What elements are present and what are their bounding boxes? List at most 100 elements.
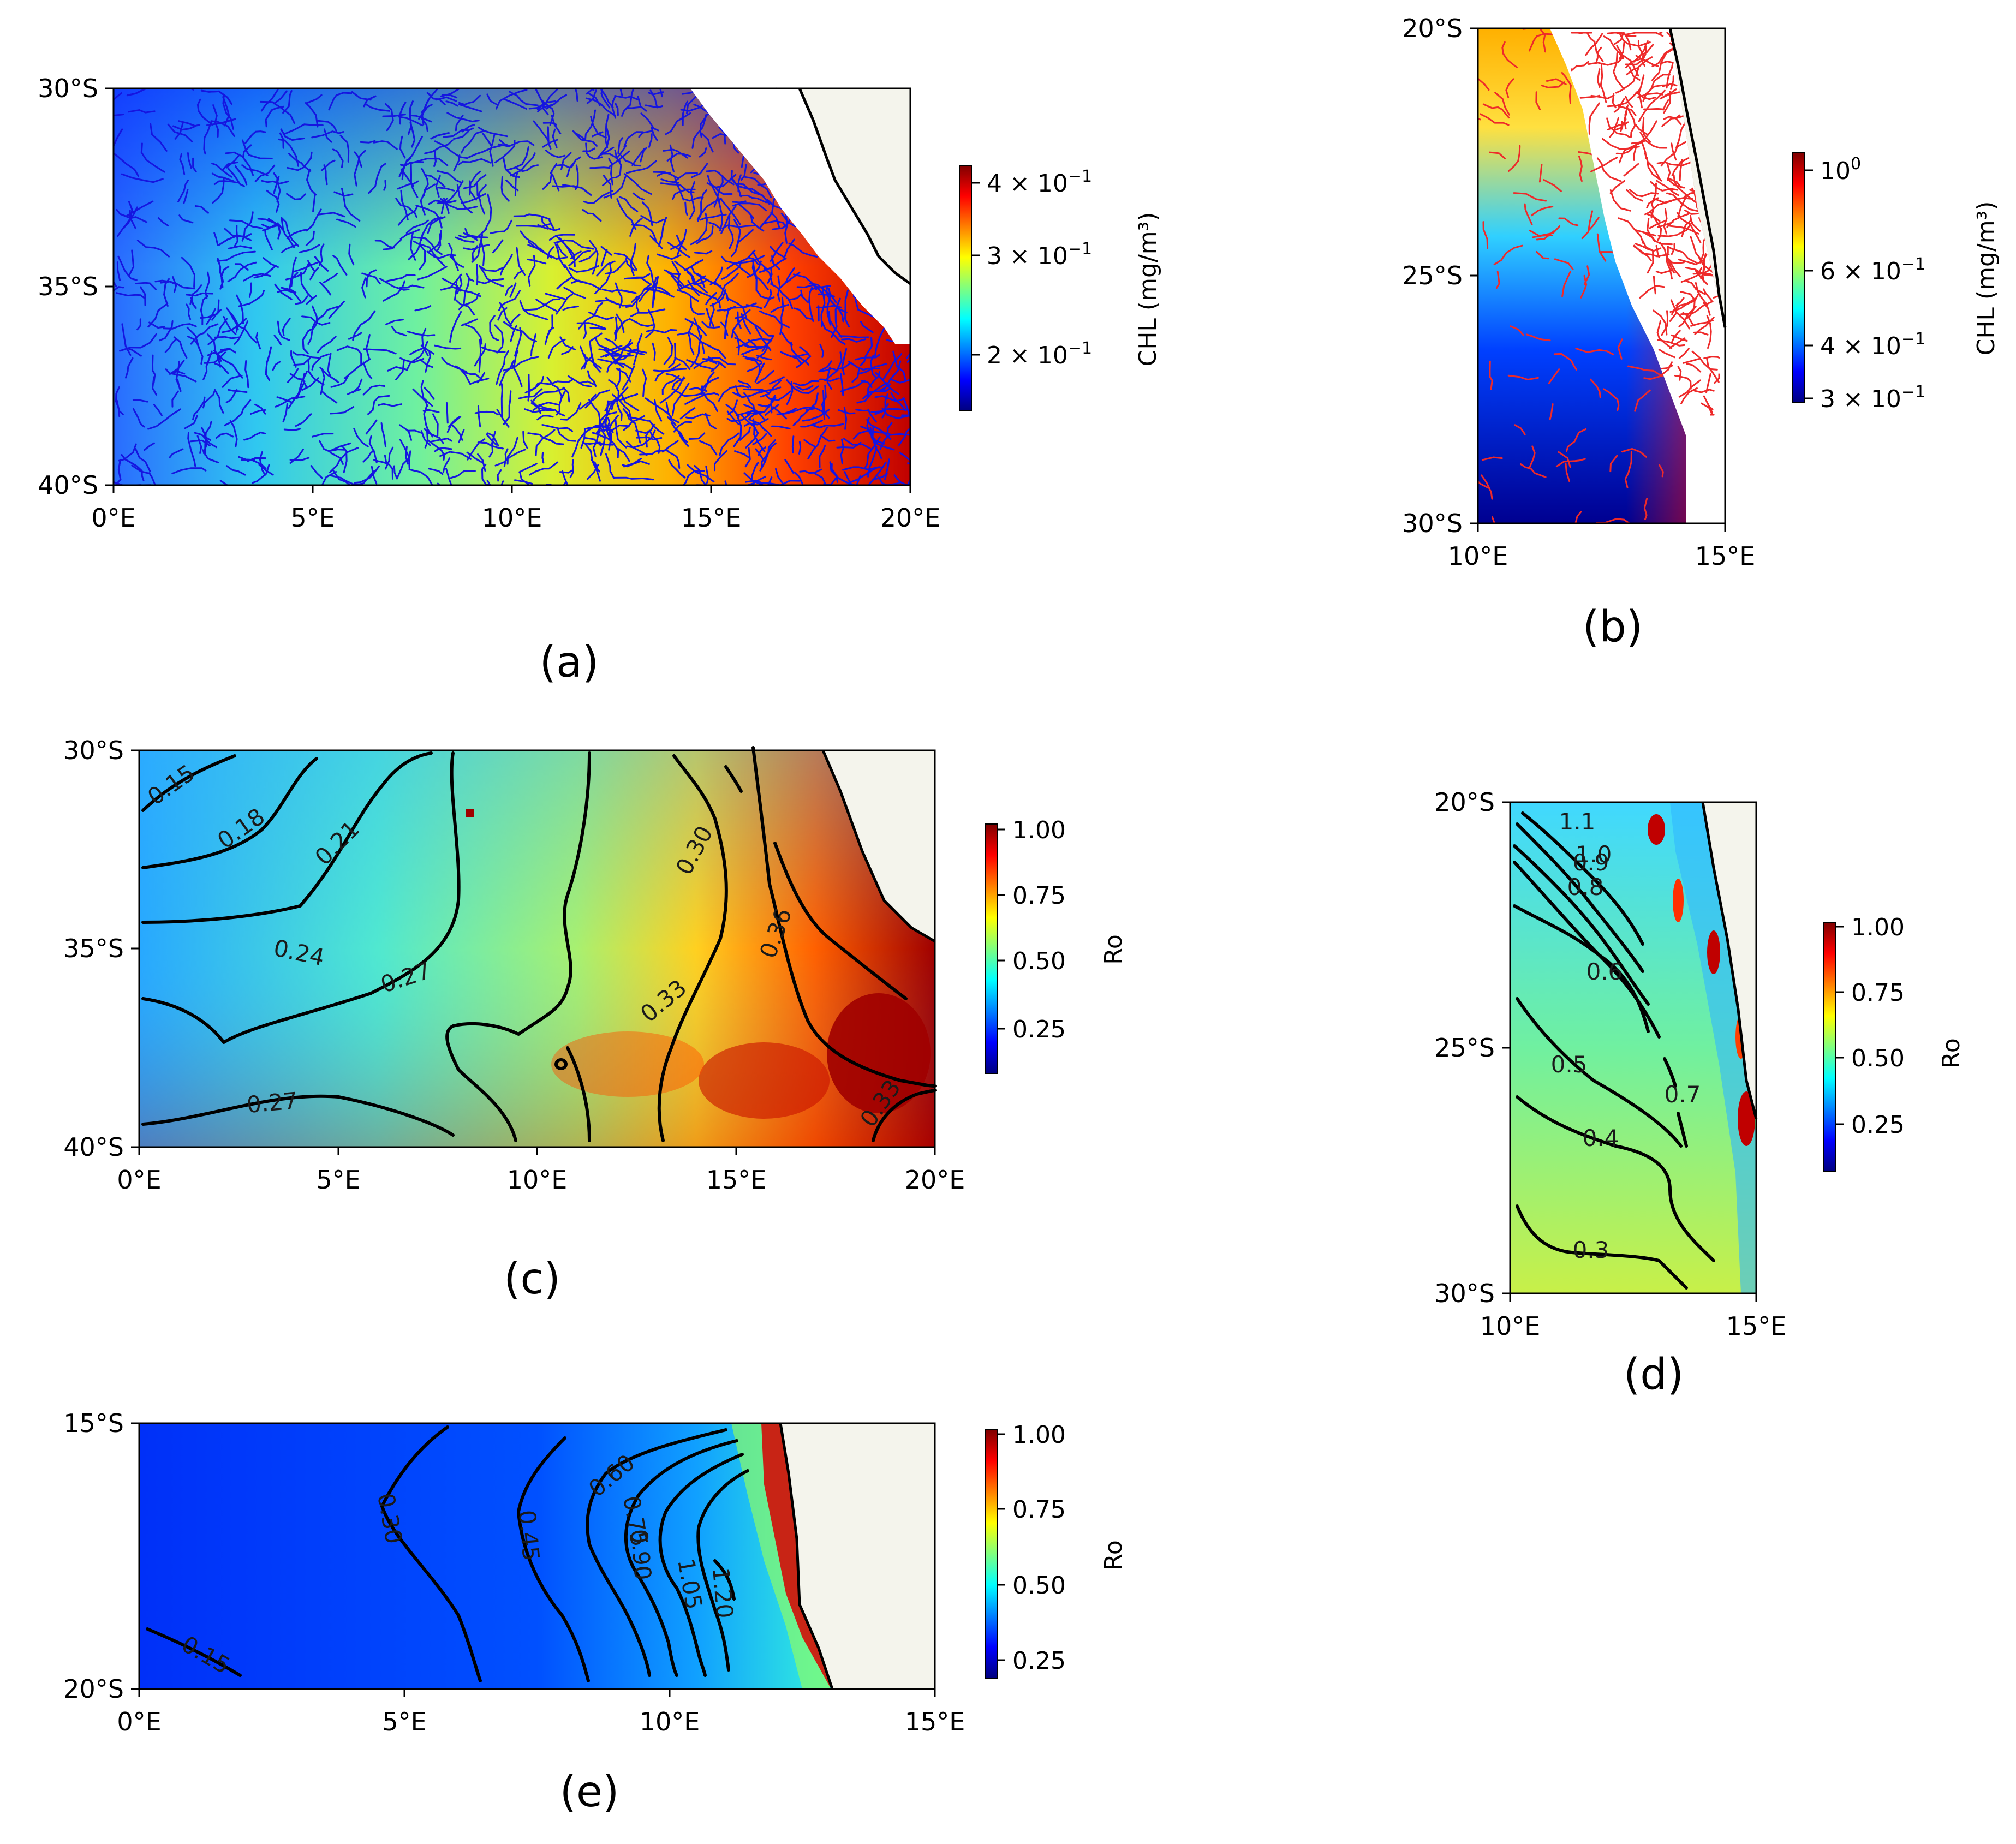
trajectory-segment <box>339 134 350 163</box>
trajectory-segment <box>476 264 479 286</box>
trajectory-segment <box>361 272 381 285</box>
trajectory-segment <box>261 180 289 185</box>
contour-line <box>141 751 433 924</box>
trajectory-segment <box>635 295 640 312</box>
trajectory-segment <box>495 89 528 110</box>
trajectory-segment <box>1659 464 1664 478</box>
trajectory-segment <box>1638 40 1649 58</box>
trajectory-segment <box>609 150 630 168</box>
trajectory-segment <box>691 115 707 149</box>
trajectory-segment <box>371 466 378 485</box>
panel-c-caption: (c) <box>504 1255 560 1304</box>
trajectory-segment <box>1619 33 1651 47</box>
trajectory-segment <box>410 232 416 261</box>
trajectory-segment <box>1675 297 1685 306</box>
trajectory-segment <box>826 288 832 326</box>
y-tick-label: 30°S <box>1434 1279 1495 1308</box>
trajectory-segment <box>672 188 696 200</box>
trajectory-segment <box>734 450 750 459</box>
trajectory-segment <box>415 205 443 229</box>
trajectory-segment <box>1690 236 1702 260</box>
contour-line <box>1513 904 1650 1033</box>
trajectory-segment <box>1671 334 1688 342</box>
trajectory-segment <box>206 118 236 126</box>
trajectory-segment <box>177 180 189 202</box>
trajectory-segment <box>588 311 614 320</box>
trajectory-segment <box>639 282 658 302</box>
x-tick: 10°E <box>482 485 542 533</box>
trajectory-segment <box>860 320 874 333</box>
trajectory-segment <box>541 216 561 231</box>
trajectory-segment <box>630 308 666 317</box>
trajectory-segment <box>244 360 249 389</box>
trajectory-segment <box>752 433 767 445</box>
trajectory-segment <box>397 180 419 190</box>
trajectory-segment <box>300 272 313 299</box>
trajectory-segment <box>1638 74 1645 109</box>
trajectory-segment <box>409 347 426 355</box>
trajectory-segment <box>434 140 469 159</box>
trajectory-segment <box>196 435 202 454</box>
trajectory-segment <box>758 386 782 394</box>
trajectory-segment <box>582 441 601 445</box>
trajectory-segment <box>612 357 624 368</box>
trajectory-segment <box>848 361 881 371</box>
trajectory-segment <box>1639 132 1668 149</box>
trajectory-segment <box>867 462 887 486</box>
contour-line <box>713 1559 736 1601</box>
trajectory-segment <box>674 260 695 285</box>
colorbar-tick-label: 2 × 10−1 <box>987 339 1092 369</box>
trajectory-segment <box>1482 103 1510 119</box>
trajectory-segment <box>435 96 457 102</box>
trajectory-segment <box>786 271 801 283</box>
trajectory-segment <box>732 202 767 212</box>
trajectory-segment <box>307 260 315 272</box>
trajectory-segment <box>498 290 521 311</box>
trajectory-segment <box>778 267 795 290</box>
colorbar-gradient <box>959 165 972 411</box>
trajectory-segment <box>1615 144 1637 155</box>
colorbar-tick: 2 × 10−1 <box>971 339 1092 369</box>
trajectory-segment <box>446 402 449 424</box>
trajectory-segment <box>386 274 416 282</box>
colorbar-tick: 0.25 <box>1836 1111 1905 1139</box>
trajectory-segment <box>467 145 502 159</box>
trajectory-segment <box>332 255 348 276</box>
trajectory-segment <box>452 130 469 140</box>
trajectory-segment <box>455 236 475 243</box>
trajectory-segment <box>1558 451 1571 468</box>
x-tick-label: 10°E <box>1448 541 1508 571</box>
panel-c-y-axis: 30°S 35°S 40°S <box>63 736 139 1162</box>
trajectory-segment <box>1519 463 1547 478</box>
trajectory-segment <box>879 433 910 450</box>
trajectory-segment <box>484 193 492 231</box>
x-tick-label: 5°E <box>382 1707 426 1736</box>
x-tick: 15°E <box>1695 523 1755 571</box>
trajectory-segment <box>821 320 846 345</box>
trajectory-segment <box>1693 389 1715 393</box>
trajectory-segment <box>1695 282 1708 306</box>
trajectory-segment <box>676 239 685 256</box>
trajectory-segment <box>700 213 727 221</box>
trajectory-segment <box>713 175 724 208</box>
trajectory-segment <box>502 157 521 178</box>
trajectory-segment <box>442 278 461 292</box>
trajectory-segment <box>1697 254 1708 265</box>
trajectory-segment <box>514 327 522 357</box>
trajectory-segment <box>217 258 224 290</box>
trajectory-segment <box>265 346 272 381</box>
trajectory-segment <box>272 361 281 371</box>
trajectory-segment <box>1661 310 1669 336</box>
trajectory-segment <box>437 170 462 183</box>
trajectory-segment <box>314 256 329 272</box>
trajectory-segment <box>479 265 504 272</box>
trajectory-segment <box>592 432 605 438</box>
trajectory-segment <box>791 435 795 453</box>
trajectory-segment <box>1678 379 1701 398</box>
trajectory-segment <box>282 403 288 423</box>
trajectory-segment <box>1618 217 1644 244</box>
trajectory-segment <box>592 131 604 138</box>
y-tick: 15°S <box>63 1409 139 1438</box>
trajectory-segment <box>547 338 566 359</box>
trajectory-segment <box>838 308 844 323</box>
